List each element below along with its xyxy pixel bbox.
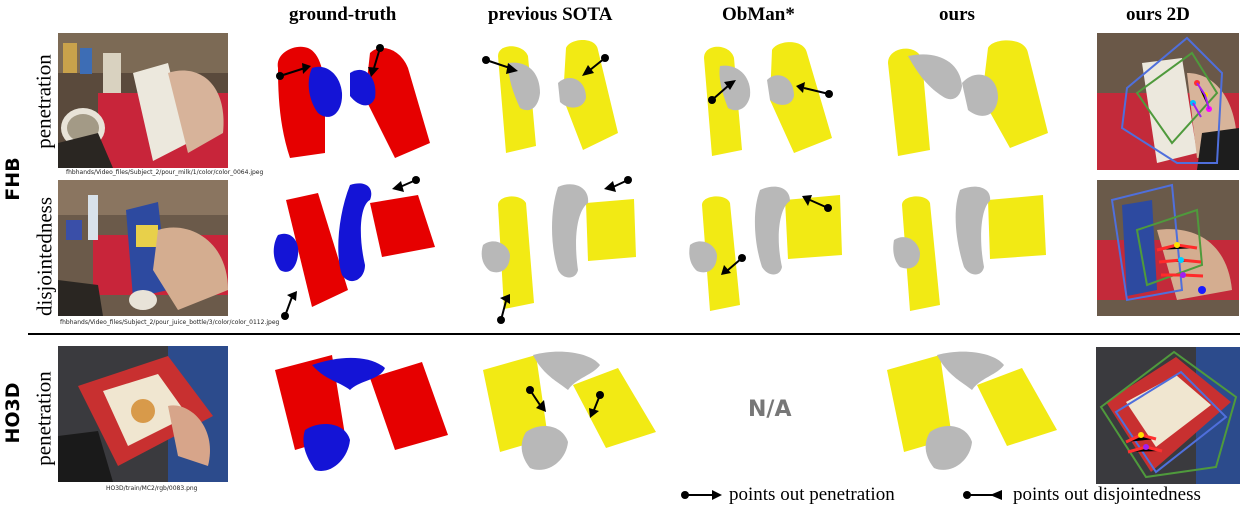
render-ours-ho3d-penetration — [887, 351, 1057, 470]
input-photo-fhb-penetration — [58, 33, 228, 168]
header-previous-sota: previous SOTA — [488, 4, 613, 25]
na-obman-ho3d: N/A — [748, 397, 792, 422]
render-obman-fhb-disjointedness — [689, 186, 842, 311]
render-obman-fhb-penetration — [704, 42, 833, 156]
legend-disjointedness-arrow-icon — [963, 490, 1002, 500]
header-ours-2d: ours 2D — [1126, 4, 1190, 25]
render-prev-fhb-disjointedness — [481, 176, 636, 324]
render-gt-fhb-penetration — [276, 44, 430, 158]
caption-fhb-penetration: fhbhands/Video_files/Subject_2/pour_milk… — [66, 169, 264, 176]
row-label-ho3d-penetration: penetration — [31, 371, 56, 466]
caption-ho3d-penetration: HO3D/train/MC2/rgb/0083.png — [106, 485, 198, 492]
row-label-fhb-penetration: penetration — [31, 54, 56, 149]
ours-2d-fhb-penetration — [1097, 33, 1239, 170]
group-label-ho3d: HO3D — [2, 382, 24, 444]
row-label-fhb-disjointedness: disjointedness — [32, 197, 57, 316]
render-gt-ho3d-penetration — [275, 355, 448, 471]
render-gt-fhb-disjointedness — [273, 176, 435, 320]
legend-disjointedness-label: points out disjointedness — [1013, 484, 1201, 505]
ours-2d-fhb-disjointedness — [1097, 180, 1239, 316]
ours-2d-ho3d-penetration — [1096, 347, 1240, 484]
header-obman: ObMan* — [722, 4, 795, 25]
caption-fhb-disjointedness: fhbhands/Video_files/Subject_2/pour_juic… — [60, 319, 280, 326]
legend-penetration-label: points out penetration — [729, 484, 895, 505]
header-ours: ours — [939, 4, 975, 25]
legend-penetration-arrow-icon — [681, 490, 722, 500]
section-divider — [28, 333, 1240, 335]
group-label-fhb: FHB — [2, 157, 24, 201]
input-photo-ho3d-penetration — [58, 346, 228, 482]
render-ours-fhb-disjointedness — [893, 186, 1046, 311]
input-photo-fhb-disjointedness — [58, 180, 228, 316]
render-prev-ho3d-penetration — [483, 351, 656, 470]
header-ground-truth: ground-truth — [289, 4, 397, 25]
render-ours-fhb-penetration — [888, 40, 1048, 156]
render-prev-fhb-penetration — [482, 40, 618, 153]
